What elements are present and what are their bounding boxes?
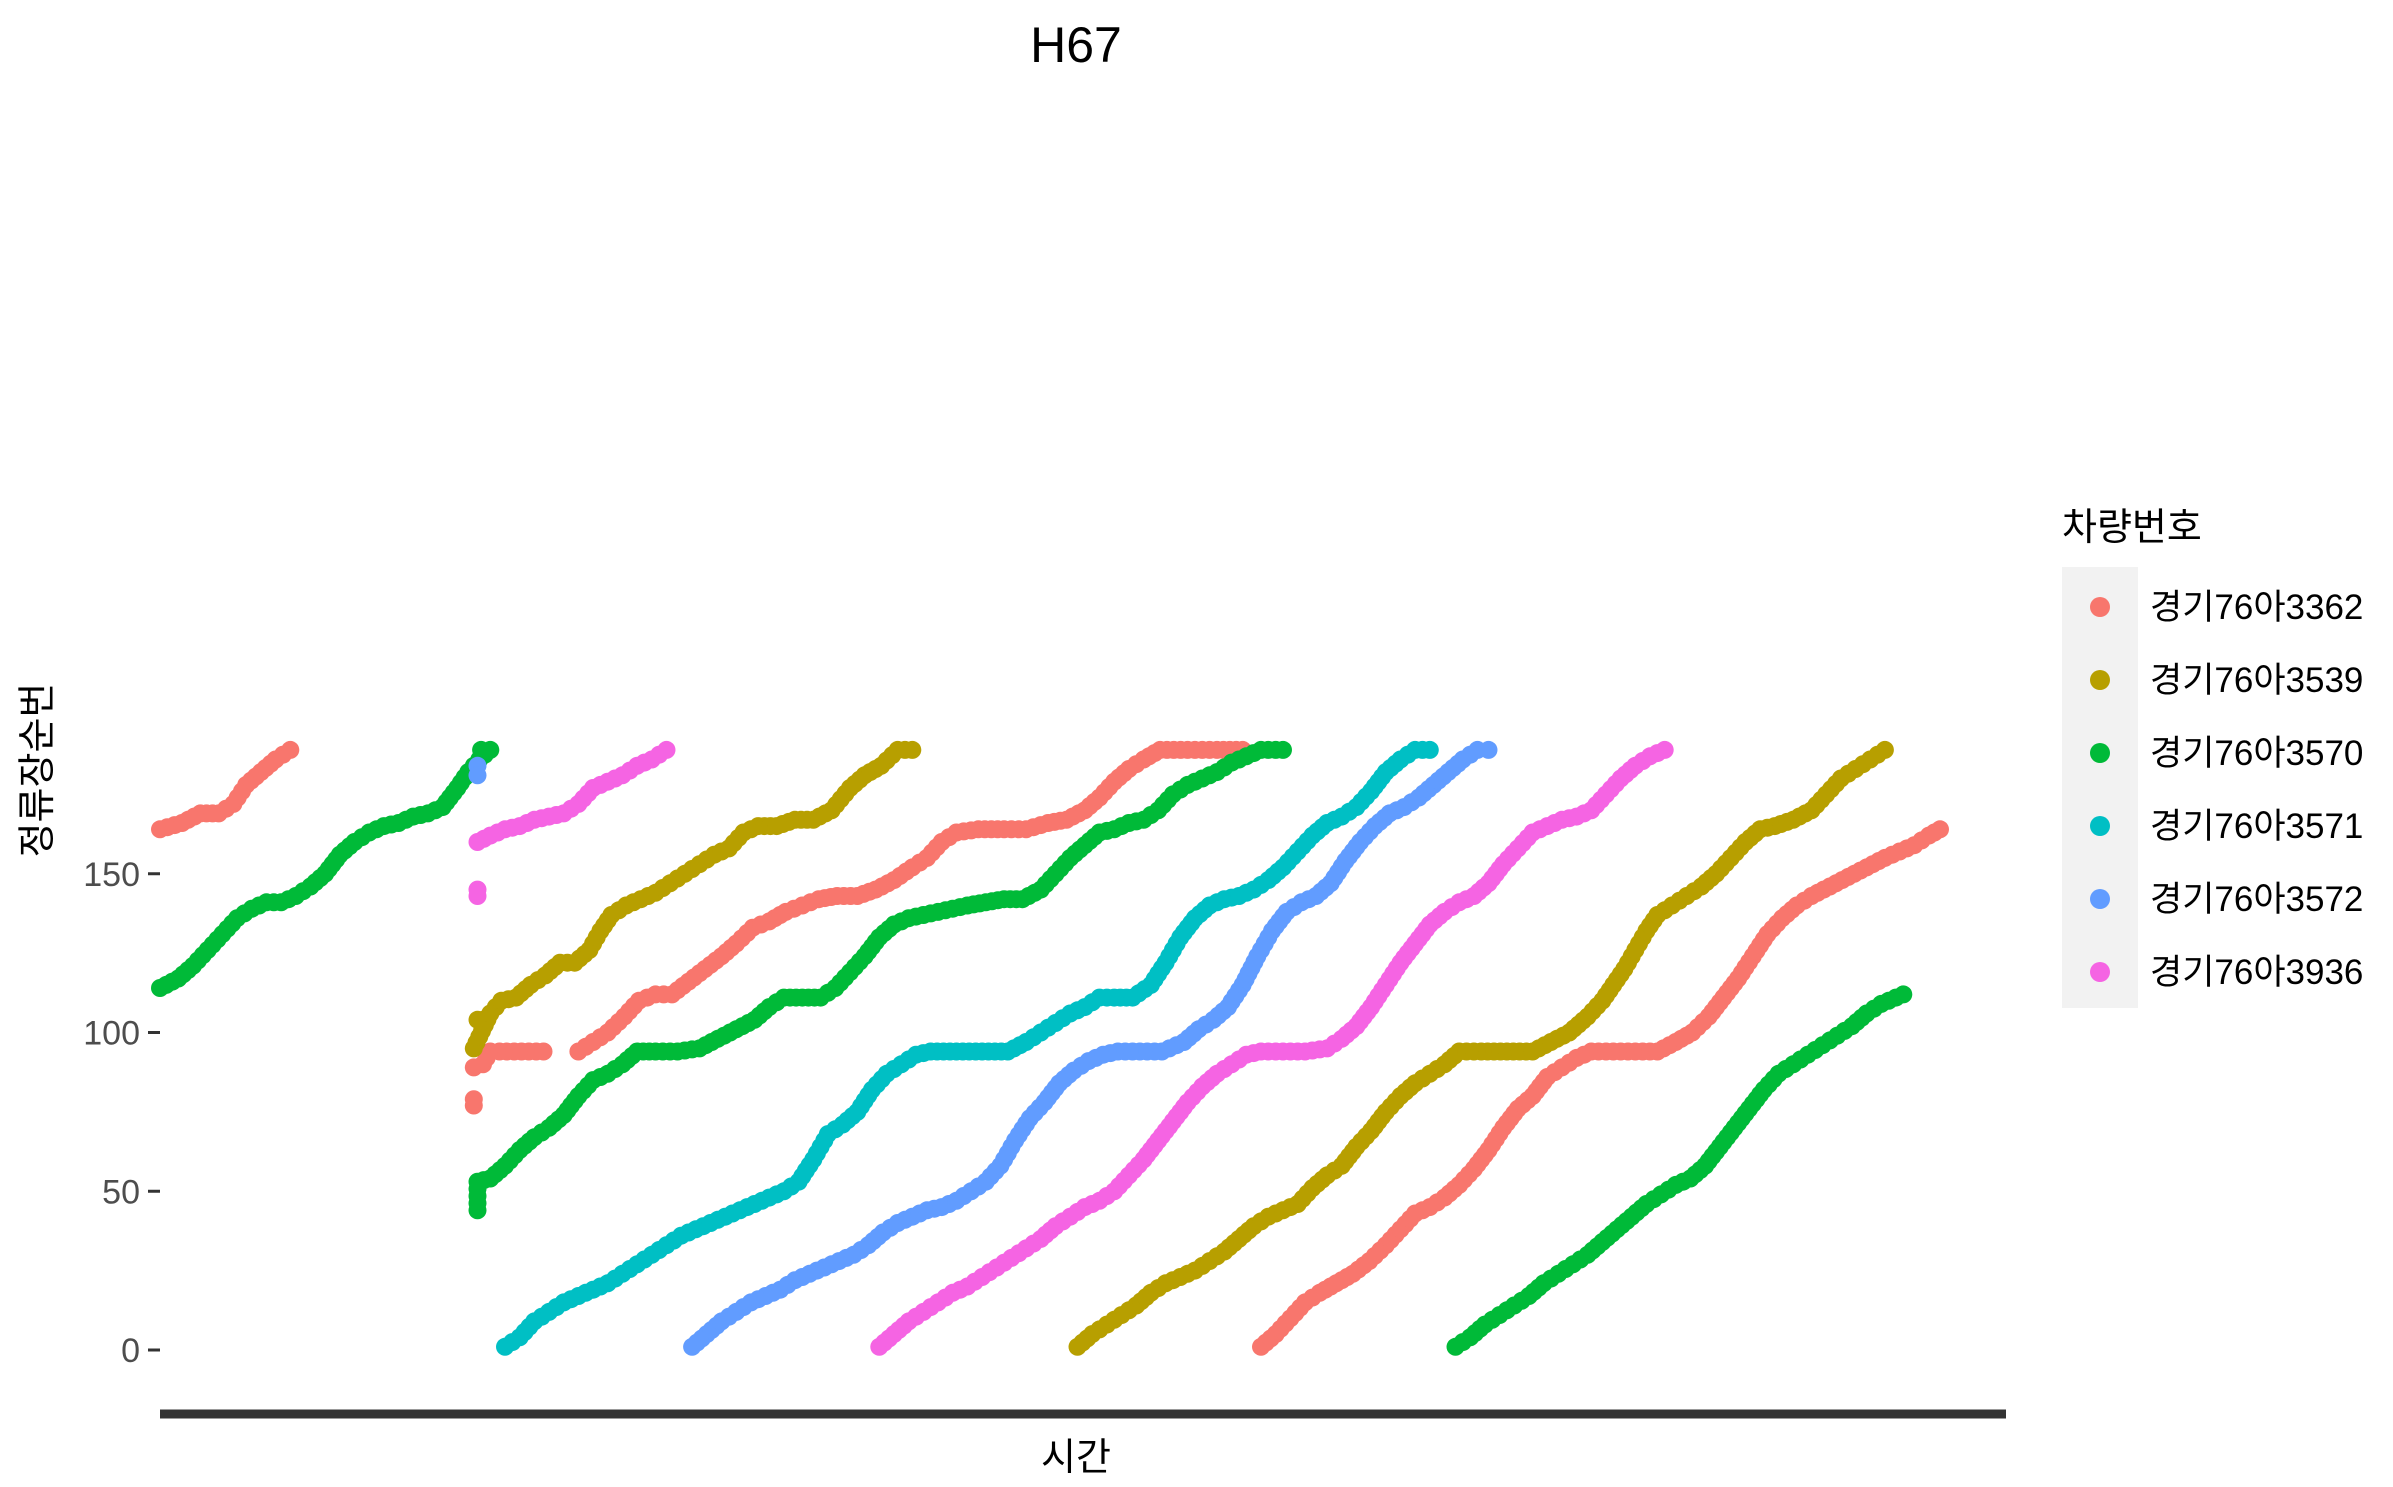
y-tick-label: 50 <box>102 1173 140 1211</box>
data-point <box>464 1096 483 1115</box>
data-point <box>657 740 676 759</box>
data-point <box>1894 985 1913 1004</box>
legend-key <box>2090 816 2110 836</box>
legend-label: 경기76아3362 <box>2150 588 2363 627</box>
legend-title: 차량번호 <box>2062 507 2202 549</box>
data-point <box>1479 740 1498 759</box>
data-point <box>1931 820 1949 839</box>
legend-label: 경기76아3539 <box>2150 661 2363 700</box>
series-group <box>496 740 1439 1356</box>
legend-label: 경기76아3572 <box>2150 880 2363 919</box>
x-axis-label: 시간 <box>1041 1437 1111 1479</box>
data-point <box>281 740 300 759</box>
y-tick-label: 100 <box>83 1015 140 1053</box>
legend-key <box>2090 962 2110 982</box>
data-point <box>1875 740 1894 759</box>
series-group <box>151 740 1913 1356</box>
y-tick-label: 150 <box>83 856 140 894</box>
y-tick-label: 0 <box>121 1332 140 1370</box>
series-group <box>464 740 1894 1356</box>
legend-items: 경기76아3362 경기76아3539 경기76아3570 경기76아3571 경기76… <box>2090 588 2363 992</box>
legend-label: 경기76아3936 <box>2150 953 2363 992</box>
data-point <box>1655 740 1674 759</box>
data-point <box>1274 740 1292 759</box>
plot-area <box>151 740 1949 1356</box>
chart-title: H67 <box>1030 17 1122 73</box>
legend-label: 경기76아3570 <box>2150 734 2363 773</box>
data-point <box>472 740 491 759</box>
data-point <box>534 1042 553 1061</box>
legend-label: 경기76아3571 <box>2150 807 2363 846</box>
y-axis: 0 50 100 150 <box>83 856 160 1370</box>
legend-key <box>2090 597 2110 617</box>
legend-key-background <box>2062 567 2138 1008</box>
y-axis-label: 정류장순번 <box>17 683 59 858</box>
series-group <box>468 740 1498 1356</box>
series-group <box>468 740 1674 1356</box>
data-point <box>468 766 487 785</box>
legend: 차량번호 경기76아3362 경기76아3539 경기76아3570 경기76아357… <box>2062 507 2363 1008</box>
data-point <box>1420 740 1439 759</box>
legend-key <box>2090 889 2110 909</box>
data-point <box>468 887 487 905</box>
legend-key <box>2090 670 2110 690</box>
data-point <box>903 740 922 759</box>
series-group <box>151 740 1949 1356</box>
legend-key <box>2090 743 2110 763</box>
